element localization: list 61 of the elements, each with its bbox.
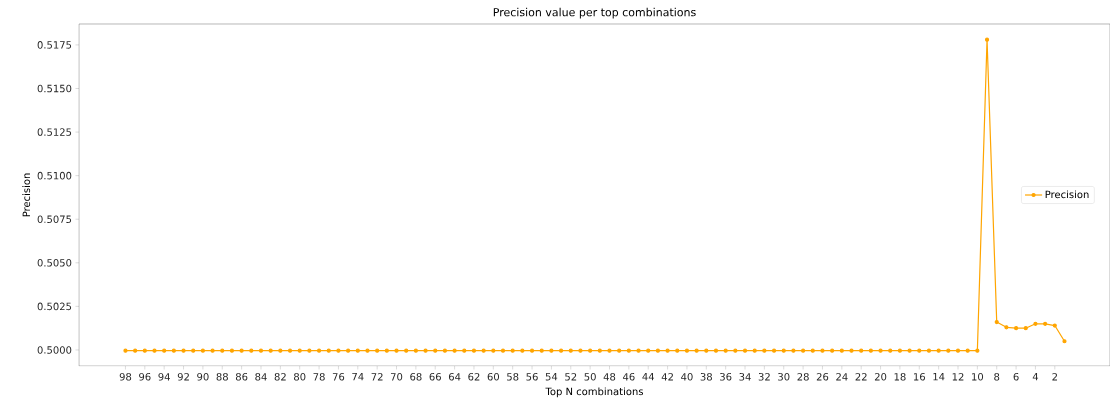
x-tick-label: 86 (235, 373, 248, 381)
x-tick-label: 64 (448, 373, 461, 381)
x-axis-title: Top N combinations (545, 387, 644, 398)
x-tick-label: 22 (855, 373, 867, 381)
y-tick-label: 0.5150 (37, 84, 72, 93)
x-tick-label: 4 (1032, 373, 1039, 381)
x-tick-label: 74 (352, 373, 364, 381)
y-tick-label: 0.5050 (37, 259, 72, 267)
x-tick-label: 14 (933, 373, 945, 381)
x-tick-label: 84 (255, 373, 267, 381)
x-tick-label: 98 (119, 373, 132, 381)
x-tick-label: 62 (468, 373, 480, 381)
x-tick-label: 54 (545, 373, 558, 381)
x-tick-label: 52 (565, 373, 577, 381)
x-tick-label: 18 (894, 373, 906, 381)
x-tick-label: 30 (778, 373, 790, 381)
x-tick-label: 80 (294, 373, 306, 381)
y-tick-label: 0.5125 (37, 128, 72, 136)
x-tick-label: 34 (739, 373, 751, 381)
x-tick-label: 16 (914, 373, 926, 381)
y-tick-label: 0.5000 (37, 346, 72, 354)
x-tick-label: 70 (390, 373, 403, 381)
chart-title: Precision value per top combinations (493, 7, 696, 19)
y-tick-label: 0.5075 (37, 215, 72, 224)
x-tick-label: 82 (274, 373, 286, 381)
x-tick-label: 96 (139, 373, 151, 381)
y-tick-label: 0.5025 (37, 302, 72, 311)
x-tick-label: 24 (836, 373, 848, 381)
x-tick-label: 40 (681, 373, 693, 381)
x-tick-label: 92 (177, 373, 189, 381)
legend-label: Precision (1045, 190, 1089, 199)
x-tick-label: 50 (584, 373, 596, 381)
x-tick-label: 60 (487, 373, 500, 381)
x-tick-label: 46 (622, 373, 635, 381)
x-tick-label: 6 (1013, 373, 1019, 381)
x-tick-label: 68 (410, 373, 422, 381)
x-tick-label: 44 (642, 373, 655, 381)
x-tick-label: 76 (332, 373, 345, 381)
x-tick-label: 36 (720, 373, 732, 381)
x-tick-label: 78 (313, 373, 325, 381)
x-tick-label: 88 (216, 373, 228, 381)
x-tick-label: 56 (526, 373, 538, 381)
x-tick-label: 48 (603, 373, 616, 381)
x-tick-label: 8 (994, 373, 1000, 381)
x-tick-label: 20 (874, 373, 887, 381)
x-tick-label: 90 (197, 373, 209, 381)
y-axis-title: Precision (22, 173, 31, 217)
y-tick-label: 0.5175 (37, 41, 72, 49)
x-tick-label: 72 (371, 373, 383, 381)
y-tick-label: 0.5100 (37, 171, 72, 180)
x-tick-label: 66 (429, 373, 441, 381)
x-tick-label: 28 (797, 373, 809, 381)
x-tick-label: 10 (972, 373, 984, 381)
x-tick-label: 94 (158, 373, 170, 381)
x-tick-label: 42 (661, 373, 673, 381)
x-tick-label: 2 (1052, 373, 1057, 381)
x-tick-label: 38 (700, 373, 712, 381)
x-tick-label: 58 (507, 373, 519, 381)
x-tick-label: 32 (758, 373, 770, 381)
x-tick-label: 12 (952, 373, 964, 381)
x-tick-label: 26 (816, 373, 829, 381)
